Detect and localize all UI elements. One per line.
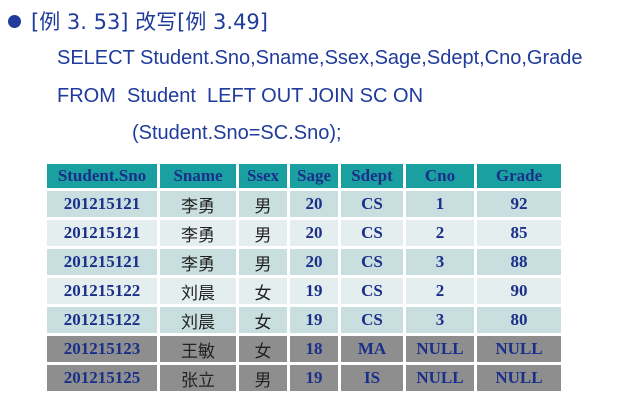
- cell-sage: 19: [290, 278, 338, 304]
- cell-ssex: 男: [239, 365, 287, 391]
- table-row: 201215121 李勇 男 20 CS 2 85: [47, 220, 561, 246]
- cell-sno: 201215125: [47, 365, 157, 391]
- table-row: 201215122 刘晨 女 19 CS 3 80: [47, 307, 561, 333]
- table-row: 201215123 王敏 女 18 MA NULL NULL: [47, 336, 561, 362]
- cell-sno: 201215122: [47, 307, 157, 333]
- cell-cno: 3: [406, 249, 474, 275]
- header-cno: Cno: [406, 164, 474, 188]
- query-result-table: Student.Sno Sname Ssex Sage Sdept Cno Gr…: [44, 161, 564, 394]
- cell-ssex: 女: [239, 307, 287, 333]
- cell-sdept: CS: [341, 191, 403, 217]
- sql-line-from: FROM Student LEFT OUT JOIN SC ON: [57, 85, 424, 107]
- cell-sno: 201215122: [47, 278, 157, 304]
- cell-grade: 88: [477, 249, 561, 275]
- header-student-sno: Student.Sno: [47, 164, 157, 188]
- sql-line-select: SELECT Student.Sno,Sname,Ssex,Sage,Sdept…: [57, 47, 583, 69]
- slide-heading-block: [例 3. 53] 改写[例 3.49]: [8, 6, 268, 36]
- cell-grade: 85: [477, 220, 561, 246]
- cell-sdept: MA: [341, 336, 403, 362]
- cell-grade: 90: [477, 278, 561, 304]
- cell-sdept: CS: [341, 220, 403, 246]
- cell-sno: 201215121: [47, 249, 157, 275]
- cell-sdept: IS: [341, 365, 403, 391]
- table-row: 201215121 李勇 男 20 CS 1 92: [47, 191, 561, 217]
- cell-sname: 刘晨: [160, 307, 236, 333]
- cell-sage: 20: [290, 220, 338, 246]
- cell-sdept: CS: [341, 278, 403, 304]
- example-title: [例 3. 53] 改写[例 3.49]: [31, 10, 268, 34]
- cell-grade: 92: [477, 191, 561, 217]
- cell-sname: 张立: [160, 365, 236, 391]
- cell-cno: NULL: [406, 365, 474, 391]
- cell-sno: 201215121: [47, 191, 157, 217]
- cell-cno: 2: [406, 278, 474, 304]
- cell-ssex: 女: [239, 336, 287, 362]
- cell-sname: 王敏: [160, 336, 236, 362]
- cell-cno: 2: [406, 220, 474, 246]
- header-sname: Sname: [160, 164, 236, 188]
- cell-grade: NULL: [477, 365, 561, 391]
- cell-sname: 李勇: [160, 191, 236, 217]
- header-ssex: Ssex: [239, 164, 287, 188]
- cell-cno: 1: [406, 191, 474, 217]
- cell-cno: NULL: [406, 336, 474, 362]
- table-row: 201215125 张立 男 19 IS NULL NULL: [47, 365, 561, 391]
- cell-sname: 李勇: [160, 220, 236, 246]
- cell-sname: 李勇: [160, 249, 236, 275]
- sql-line-on: (Student.Sno=SC.Sno);: [132, 122, 342, 144]
- cell-cno: 3: [406, 307, 474, 333]
- cell-ssex: 男: [239, 191, 287, 217]
- cell-grade: 80: [477, 307, 561, 333]
- cell-ssex: 男: [239, 220, 287, 246]
- table-header-row: Student.Sno Sname Ssex Sage Sdept Cno Gr…: [47, 164, 561, 188]
- cell-sage: 19: [290, 365, 338, 391]
- header-sdept: Sdept: [341, 164, 403, 188]
- cell-sname: 刘晨: [160, 278, 236, 304]
- table-row: 201215122 刘晨 女 19 CS 2 90: [47, 278, 561, 304]
- cell-sage: 18: [290, 336, 338, 362]
- cell-sdept: CS: [341, 307, 403, 333]
- bullet-icon: [8, 14, 21, 28]
- cell-ssex: 男: [239, 249, 287, 275]
- table-row: 201215121 李勇 男 20 CS 3 88: [47, 249, 561, 275]
- cell-ssex: 女: [239, 278, 287, 304]
- cell-sno: 201215121: [47, 220, 157, 246]
- cell-grade: NULL: [477, 336, 561, 362]
- header-grade: Grade: [477, 164, 561, 188]
- cell-sage: 20: [290, 249, 338, 275]
- cell-sno: 201215123: [47, 336, 157, 362]
- cell-sdept: CS: [341, 249, 403, 275]
- header-sage: Sage: [290, 164, 338, 188]
- cell-sage: 19: [290, 307, 338, 333]
- cell-sage: 20: [290, 191, 338, 217]
